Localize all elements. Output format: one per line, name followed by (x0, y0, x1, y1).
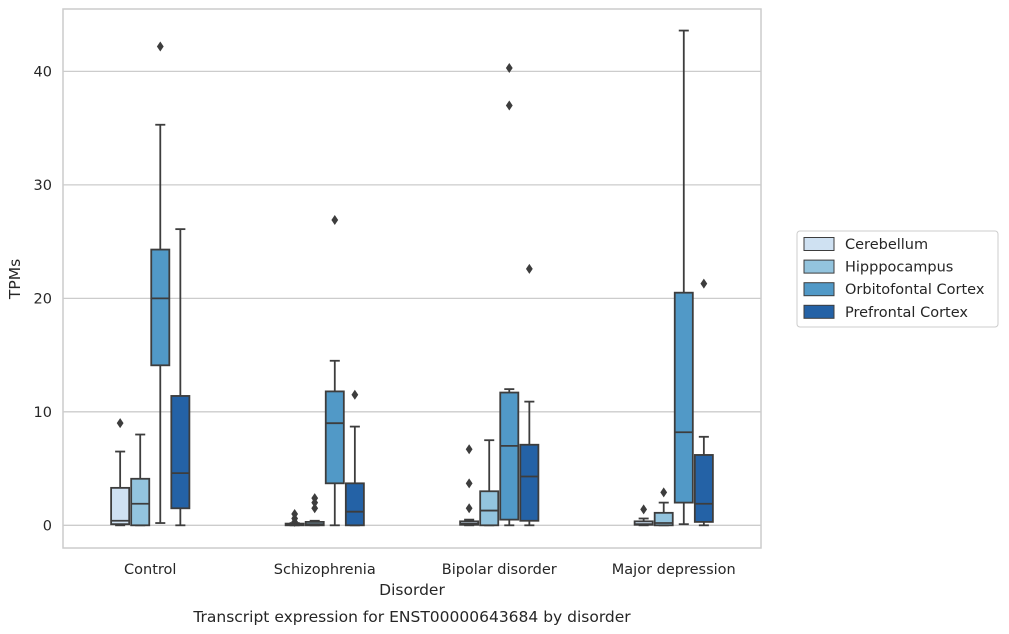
outlier-2 (465, 444, 473, 455)
box-1-3 (344, 389, 365, 527)
box-body (110, 486, 131, 526)
y-tick-label-20: 20 (34, 291, 52, 307)
box-body (519, 443, 540, 522)
x-tick-label-0: Control (124, 562, 176, 578)
box-body (693, 454, 714, 523)
x-tick-label-1: Schizophrenia (274, 562, 376, 578)
outlier-0 (116, 418, 124, 429)
box-3-3 (693, 278, 714, 527)
box-0-0 (110, 418, 131, 527)
box-3-0 (633, 504, 654, 527)
box-0-3 (170, 228, 191, 527)
legend: Cerebellum Hipppocampus Orbitofontal Corte… (796, 230, 999, 328)
box-2-0 (459, 444, 480, 527)
outlier-0 (351, 389, 359, 400)
box-body (479, 490, 500, 527)
legend-swatch-3 (803, 304, 835, 319)
box-1-1 (304, 493, 325, 527)
x-axis-title: Disorder (379, 581, 445, 599)
box-2-3 (519, 263, 540, 527)
outlier-1 (505, 63, 513, 74)
box-0-2 (150, 41, 171, 524)
x-tick-labels: Control Schizophrenia Bipolar disorder Majo… (124, 562, 736, 578)
legend-swatch-2 (803, 282, 835, 297)
legend-frame (796, 230, 999, 328)
box-2-1 (479, 439, 500, 527)
outlier-0 (640, 504, 648, 515)
outlier-0 (700, 278, 708, 289)
legend-swatch-1 (803, 259, 835, 274)
outlier-0 (156, 41, 164, 52)
outlier-0 (311, 503, 319, 514)
outlier-0 (525, 263, 533, 274)
y-tick-label-30: 30 (34, 178, 52, 194)
box-1-2 (324, 215, 345, 527)
legend-label-0: Cerebellum (845, 237, 928, 253)
box-body (673, 291, 694, 504)
outlier-0 (331, 215, 339, 226)
y-tick-label-10: 10 (34, 405, 52, 421)
box-1-0 (284, 508, 305, 527)
y-tick-label-0: 0 (43, 518, 52, 534)
outlier-2 (291, 508, 299, 519)
box-body (130, 477, 151, 527)
x-tick-label-2: Bipolar disorder (442, 562, 557, 578)
box-3-1 (653, 487, 674, 527)
legend-label-3: Prefrontal Cortex (845, 305, 968, 321)
outlier-0 (465, 503, 473, 514)
outlier-0 (505, 100, 513, 111)
box-body (324, 390, 345, 485)
outlier-1 (465, 478, 473, 489)
y-tick-labels: 0 10 20 30 40 (34, 64, 52, 534)
box-body (499, 391, 520, 521)
outlier-0 (660, 487, 668, 498)
boxes-layer (110, 29, 714, 527)
box-0-1 (130, 433, 151, 527)
legend-label-2: Orbitofontal Cortex (845, 282, 985, 298)
x-tick-label-3: Major depression (612, 562, 736, 578)
figure-caption: Transcript expression for ENST0000064368… (192, 608, 631, 626)
y-tick-label-40: 40 (34, 64, 52, 80)
outlier-2 (311, 493, 319, 504)
box-2-2 (499, 63, 520, 527)
legend-label-1: Hipppocampus (845, 260, 953, 276)
box-body (344, 482, 365, 527)
box-body (150, 248, 171, 367)
box-body (170, 395, 191, 510)
y-axis-title: TPMs (6, 259, 24, 300)
legend-swatch-0 (803, 237, 835, 251)
box-3-2 (673, 29, 694, 526)
